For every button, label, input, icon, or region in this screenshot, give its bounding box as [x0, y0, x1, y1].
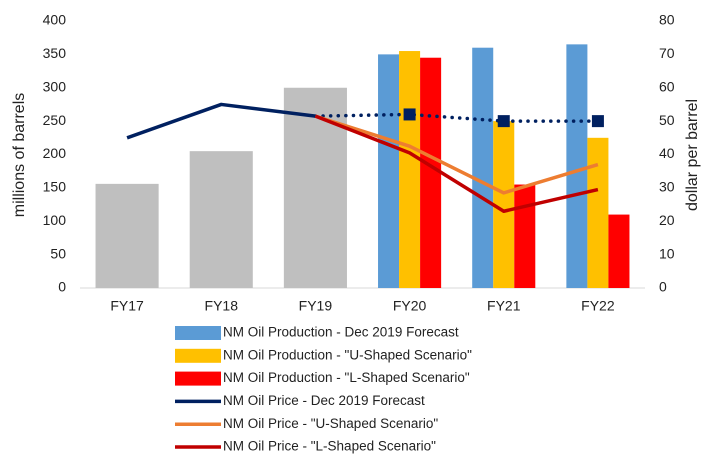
- x-tick-label: FY21: [487, 298, 521, 314]
- legend-swatch: [175, 348, 221, 363]
- bar: [493, 121, 515, 288]
- legend-swatch: [175, 326, 221, 340]
- y2-tick-label: 20: [659, 212, 675, 228]
- y-tick-label: 350: [43, 45, 67, 61]
- line: [314, 114, 599, 195]
- bar: [399, 51, 421, 288]
- bar: [189, 151, 253, 288]
- legend-label: NM Oil Price - "L-Shaped Scenario": [223, 439, 436, 454]
- y-tick-label: 50: [50, 245, 66, 261]
- y2-tick-label: 10: [659, 245, 675, 261]
- bar: [608, 214, 630, 288]
- legend-label: NM Oil Production - Dec 2019 Forecast: [223, 325, 459, 340]
- y-tick-label: 300: [43, 78, 67, 94]
- y-tick-label: 0: [58, 279, 66, 295]
- marker: [497, 115, 510, 128]
- y2-tick-label: 80: [659, 12, 675, 28]
- y2-axis-label: dollar per barrel: [684, 99, 701, 211]
- y2-tick-label: 70: [659, 45, 675, 61]
- y2-tick-label: 0: [659, 279, 667, 295]
- dotted-line: [313, 112, 600, 123]
- y-tick-label: 200: [43, 145, 67, 161]
- bar: [420, 57, 442, 289]
- legend-swatch: [175, 371, 221, 386]
- bar: [378, 54, 400, 288]
- legend-label: NM Oil Production - "U-Shaped Scenario": [223, 347, 472, 362]
- y2-tick-label: 30: [659, 179, 675, 195]
- legend: NM Oil Production - Dec 2019 Forecast NM …: [175, 325, 472, 454]
- y-tick-label: 400: [43, 12, 67, 28]
- y-axis-label: millions of barrels: [11, 93, 28, 217]
- bar: [95, 183, 159, 288]
- y2-tick-label: 40: [659, 145, 675, 161]
- y-tick-label: 100: [43, 212, 67, 228]
- bar: [472, 47, 494, 289]
- y-tick-label: 250: [43, 112, 67, 128]
- bar: [514, 184, 536, 288]
- line: [126, 102, 316, 140]
- x-tick-label: FY20: [393, 298, 427, 314]
- marker: [591, 115, 604, 128]
- legend-label: NM Oil Price - "U-Shaped Scenario": [223, 416, 438, 431]
- x-tick-label: FY22: [581, 298, 615, 314]
- x-tick-label: FY17: [110, 298, 144, 314]
- x-tick-label: FY19: [299, 298, 333, 314]
- legend-label: NM Oil Production - "L-Shaped Scenario": [223, 370, 470, 385]
- y-tick-label: 150: [43, 179, 67, 195]
- line: [314, 114, 599, 213]
- legend-label: NM Oil Price - Dec 2019 Forecast: [223, 393, 425, 408]
- marker: [403, 108, 416, 121]
- y2-tick-label: 60: [659, 78, 675, 94]
- bar: [587, 137, 609, 288]
- y2-tick-label: 50: [659, 112, 675, 128]
- x-tick-label: FY18: [205, 298, 239, 314]
- bar: [566, 44, 588, 288]
